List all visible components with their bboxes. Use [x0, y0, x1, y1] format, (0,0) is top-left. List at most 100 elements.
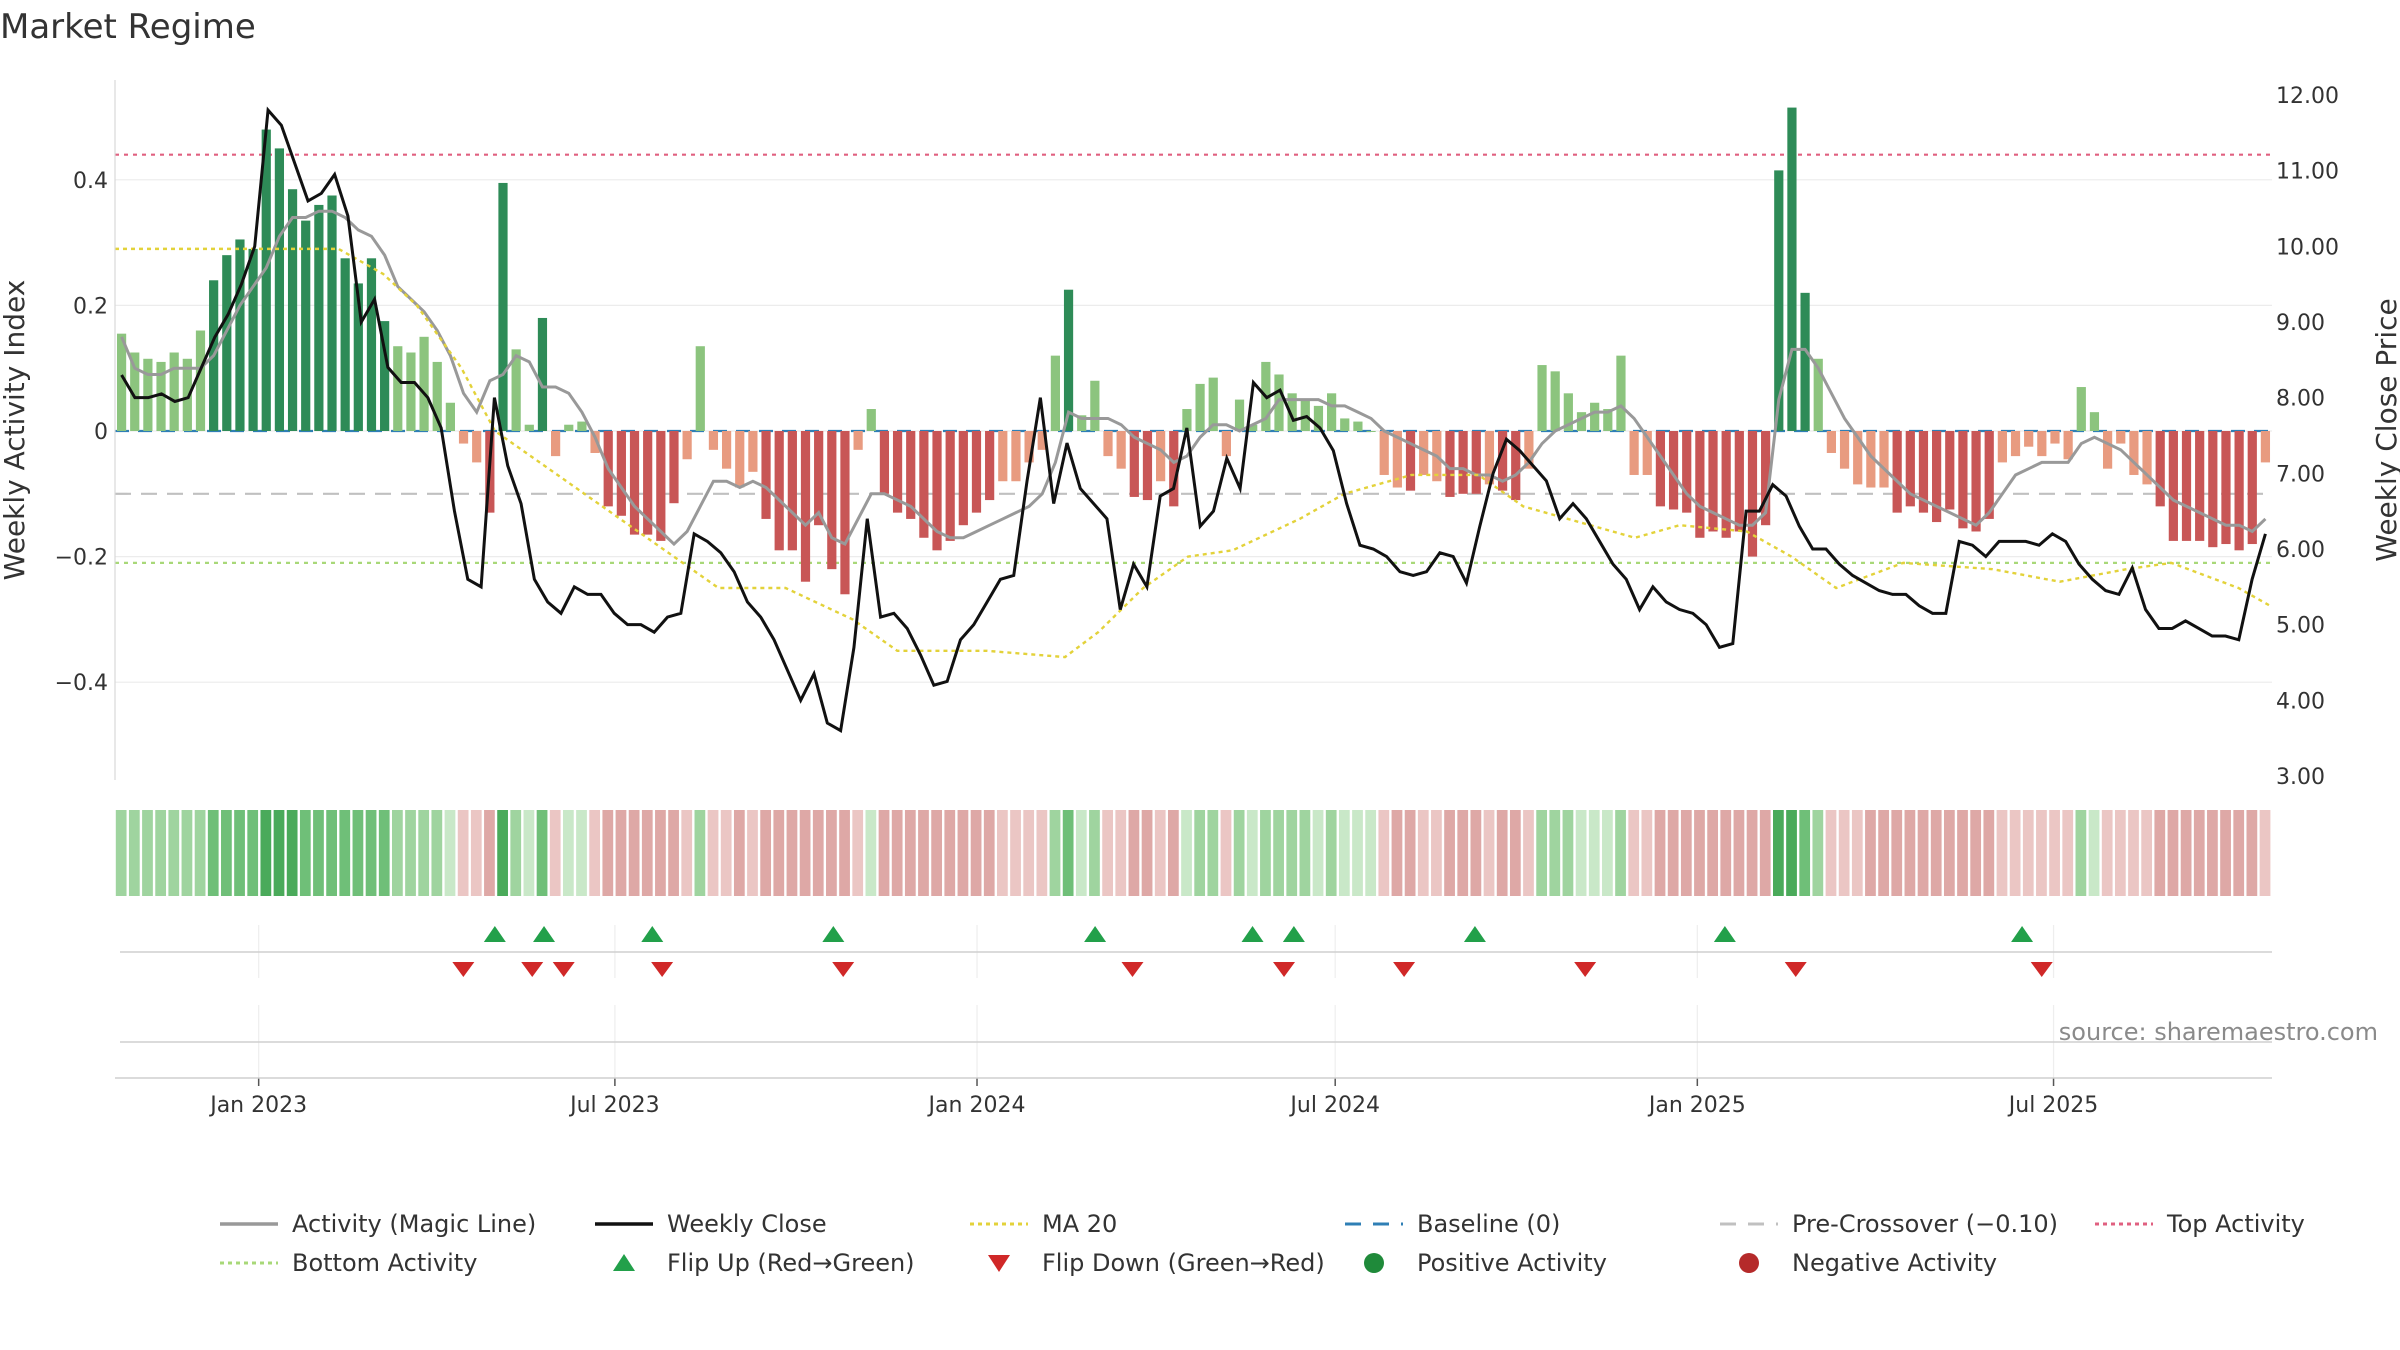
heat-cell [615, 810, 627, 896]
heat-cell [1273, 810, 1284, 896]
activity-bar [1248, 424, 1258, 431]
heat-cell [2220, 810, 2231, 896]
heat-cell [1562, 810, 1574, 896]
activity-bar [1826, 431, 1836, 453]
legend-label: Pre-Crossover (−0.10) [1792, 1210, 2058, 1238]
heat-cell [273, 810, 285, 896]
x-tick-label: Jan 2023 [208, 1093, 307, 1118]
legend-swatch [1739, 1253, 1759, 1273]
heat-cell [339, 810, 351, 896]
activity-bar [393, 346, 403, 431]
activity-bar [906, 431, 916, 519]
heat-cell [352, 810, 364, 896]
activity-bar [274, 148, 285, 431]
activity-bar [1590, 402, 1600, 431]
activity-bars [116, 107, 2271, 595]
activity-bar [1853, 431, 1863, 485]
activity-bar [458, 431, 469, 444]
heat-cell [1338, 810, 1350, 896]
heat-cell [2154, 810, 2166, 896]
heat-cell [1707, 810, 1718, 896]
heat-cell [1128, 810, 1140, 896]
legend-label: Top Activity [2166, 1210, 2305, 1238]
legend-label: Positive Activity [1417, 1249, 1607, 1277]
heat-cell [826, 810, 837, 896]
heat-cell [2233, 810, 2245, 896]
heat-cell [549, 810, 561, 896]
activity-bar [616, 431, 626, 516]
heat-cell [944, 810, 956, 896]
legend-label: Flip Down (Green→Red) [1042, 1249, 1325, 1277]
activity-bar [774, 431, 784, 551]
heat-cell [1786, 810, 1797, 896]
activity-bar [669, 431, 679, 504]
heat-cell [812, 810, 824, 896]
heat-cell [142, 810, 153, 896]
heat-cell [1444, 810, 1455, 896]
heat-cell [1352, 810, 1363, 896]
activity-bar [1655, 431, 1666, 507]
heat-cell [194, 810, 206, 896]
heat-cell [918, 810, 929, 896]
heat-cell [970, 810, 982, 896]
heat-cell [2128, 810, 2139, 896]
activity-bar [1208, 377, 1218, 431]
activity-bar [1405, 431, 1416, 491]
flip-down-marker [2030, 962, 2053, 977]
activity-bar [116, 333, 127, 431]
activity-bar [2168, 431, 2178, 541]
activity-bar [432, 361, 442, 431]
heat-cell [773, 810, 785, 896]
heat-cell [1194, 810, 1206, 896]
legend-label: Flip Up (Red→Green) [667, 1249, 915, 1277]
activity-bar [643, 431, 653, 535]
heat-cell [1246, 810, 1258, 896]
activity-bar [564, 424, 574, 431]
activity-bar [985, 431, 995, 501]
series-lines [115, 106, 2273, 733]
heat-cell [1523, 810, 1534, 896]
heat-cell [326, 810, 337, 896]
y-right-tick-label: 3.00 [2276, 765, 2325, 790]
activity-bar [919, 431, 929, 538]
activity-bar [1997, 431, 2007, 463]
activity-bar [1892, 431, 1902, 513]
flip-down-marker [452, 962, 475, 977]
heat-cell [641, 810, 653, 896]
heat-cell [1720, 810, 1732, 896]
legend-label: Baseline (0) [1417, 1210, 1560, 1238]
activity-bar [1708, 431, 1718, 532]
activity-bar [1221, 431, 1231, 457]
activity-bar [1116, 431, 1126, 469]
activity-bar [2247, 431, 2257, 545]
heat-cell [1457, 810, 1469, 896]
flip-up-marker [483, 926, 506, 942]
activity-bar [2024, 431, 2034, 447]
activity-bar [629, 431, 640, 535]
activity-bar [827, 431, 837, 570]
heat-cell [1878, 810, 1889, 896]
activity-bar [682, 431, 692, 460]
legend-swatch [613, 1254, 635, 1271]
heat-cell [1996, 810, 2008, 896]
activity-bar [130, 352, 140, 431]
heat-cell [2075, 810, 2087, 896]
flip-up-marker [641, 926, 664, 942]
activity-bar [814, 431, 824, 526]
heat-cell [221, 810, 232, 896]
flip-up-marker [1463, 926, 1486, 942]
heat-cell [470, 810, 482, 896]
heat-cell [1312, 810, 1324, 896]
magic-line [120, 209, 2267, 547]
heat-cell [1325, 810, 1337, 896]
activity-bar [656, 431, 666, 541]
activity-bar [998, 431, 1008, 482]
y-right-tick-label: 10.00 [2276, 235, 2339, 260]
heat-cell [1141, 810, 1153, 896]
heat-cell [904, 810, 916, 896]
heat-cell [1036, 810, 1048, 896]
flip-up-marker [1713, 926, 1736, 942]
heat-cell [247, 810, 259, 896]
activity-bar [1445, 431, 1455, 497]
activity-bar [1524, 431, 1534, 469]
